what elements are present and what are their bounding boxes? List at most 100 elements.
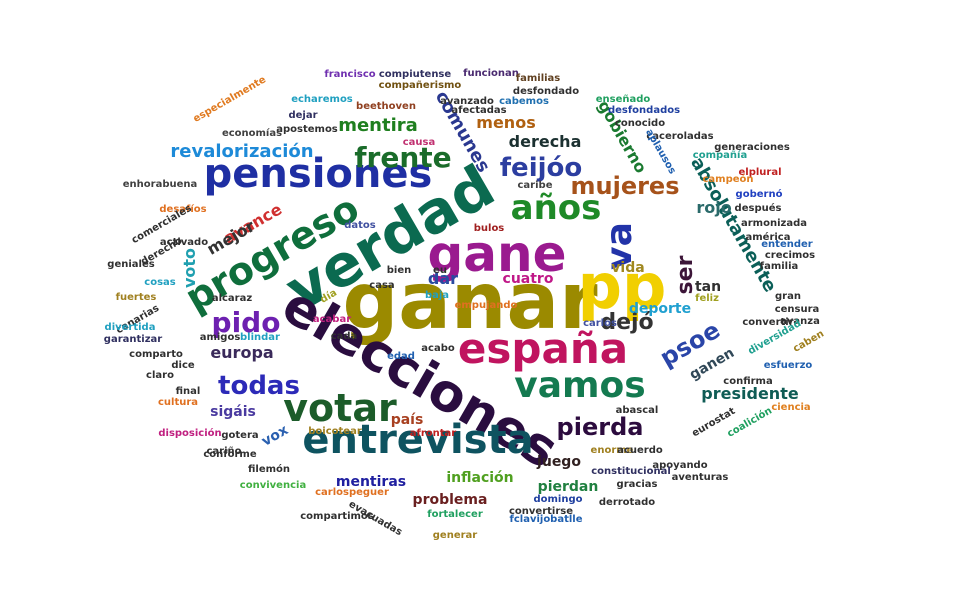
word-18: todas bbox=[218, 371, 300, 401]
word-48: problema bbox=[412, 492, 488, 508]
word-43: vox bbox=[258, 422, 292, 450]
word-136: acuerdo bbox=[617, 445, 663, 456]
word-6: españa bbox=[457, 324, 629, 373]
word-134: convivencia bbox=[239, 480, 307, 491]
word-51: francisco bbox=[324, 69, 376, 80]
word-14: feijóo bbox=[499, 153, 583, 183]
word-114: carlos bbox=[583, 318, 617, 329]
word-15: frente bbox=[354, 141, 452, 174]
word-76: desafíos bbox=[159, 204, 207, 215]
word-13: años bbox=[510, 188, 602, 228]
word-101: cada bbox=[330, 331, 358, 342]
word-56: desfondado bbox=[512, 86, 580, 97]
word-67: causa bbox=[402, 137, 436, 148]
word-59: beethoven bbox=[356, 101, 416, 112]
word-83: gobernó bbox=[735, 189, 783, 200]
word-53: funcionan bbox=[463, 68, 519, 79]
word-113: feliz bbox=[695, 293, 719, 304]
word-37: vida bbox=[611, 260, 645, 276]
word-111: final bbox=[175, 386, 201, 397]
word-118: avanza bbox=[780, 316, 820, 327]
word-55: compañerismo bbox=[378, 80, 462, 91]
word-121: esfuerzo bbox=[763, 360, 813, 371]
word-34: europa bbox=[210, 343, 274, 362]
word-1: ganar bbox=[342, 257, 598, 347]
word-128: boicotear bbox=[308, 426, 362, 437]
word-65: afectadas bbox=[451, 105, 507, 116]
word-4: pp bbox=[577, 250, 667, 323]
word-57: echaremos bbox=[291, 94, 353, 105]
word-54: familias bbox=[515, 73, 561, 84]
word-103: acabo bbox=[421, 343, 455, 354]
word-39: deporte bbox=[628, 301, 692, 317]
word-84: después bbox=[734, 203, 782, 214]
word-146: derrotado bbox=[598, 497, 656, 508]
word-108: comparto bbox=[129, 349, 183, 360]
word-132: conforme bbox=[203, 449, 257, 460]
word-100: acabar bbox=[312, 314, 352, 325]
word-139: aventuras bbox=[671, 472, 729, 483]
word-148: generar bbox=[432, 530, 478, 541]
word-115: gran bbox=[775, 291, 801, 302]
word-106: divertida bbox=[104, 322, 156, 333]
word-85: armonizada bbox=[741, 218, 807, 229]
word-110: claro bbox=[146, 370, 174, 381]
word-140: gracias bbox=[616, 479, 658, 490]
word-95: eu bbox=[433, 265, 447, 276]
word-112: cultura bbox=[157, 397, 199, 408]
word-61: enseñado bbox=[595, 94, 651, 105]
word-52: compiutense bbox=[378, 69, 452, 80]
word-127: gotera bbox=[221, 430, 259, 441]
word-38: tan bbox=[694, 279, 722, 295]
word-150: empujando bbox=[454, 300, 518, 311]
word-81: datos bbox=[344, 220, 376, 231]
word-26: derecha bbox=[508, 132, 582, 151]
word-69: caceroladas bbox=[646, 131, 714, 142]
word-66: economías bbox=[221, 128, 283, 139]
word-74: campeón bbox=[702, 174, 754, 185]
word-137: apoyando bbox=[652, 460, 708, 471]
word-47: juego bbox=[537, 454, 581, 470]
word-35: dar bbox=[427, 269, 459, 288]
word-89: familia bbox=[759, 261, 799, 272]
word-117: convertir bbox=[742, 317, 794, 328]
word-63: dejar bbox=[288, 110, 318, 121]
word-36: cuatro bbox=[502, 271, 554, 287]
word-91: cosas bbox=[144, 277, 176, 288]
word-50: especialmente bbox=[191, 74, 269, 125]
word-96: baja bbox=[424, 290, 450, 301]
word-78: activado bbox=[159, 237, 209, 248]
word-64: apostemos bbox=[276, 124, 338, 135]
word-45: mentiras bbox=[335, 474, 407, 490]
word-126: disposición bbox=[158, 428, 222, 439]
word-75: enhorabuena bbox=[122, 179, 198, 190]
word-92: fuertes bbox=[115, 292, 157, 303]
word-21: dejó bbox=[600, 310, 654, 335]
word-142: carlospeguer bbox=[315, 487, 389, 498]
word-16: mujeres bbox=[570, 172, 680, 200]
word-145: convertirse bbox=[508, 506, 574, 517]
word-129: afrontar bbox=[409, 428, 457, 439]
word-60: avanzado bbox=[440, 96, 494, 107]
word-71: generaciones bbox=[714, 142, 790, 153]
word-5: gane bbox=[427, 225, 567, 283]
word-33: voto bbox=[180, 247, 199, 289]
word-41: presidente bbox=[701, 384, 799, 403]
word-138: constitucional bbox=[591, 466, 671, 477]
word-87: entender bbox=[761, 239, 813, 250]
word-42: sigáis bbox=[210, 404, 256, 420]
word-44: país bbox=[390, 412, 424, 428]
word-9: vamos bbox=[514, 365, 646, 406]
word-105: amigos bbox=[199, 332, 241, 343]
word-24: mentira bbox=[338, 115, 418, 136]
word-22: ser bbox=[673, 255, 698, 295]
word-143: compartimos bbox=[300, 511, 374, 522]
word-82: bulos bbox=[473, 223, 505, 234]
word-104: blindar bbox=[240, 332, 280, 343]
word-123: ciencia bbox=[771, 402, 811, 413]
word-62: desfondados bbox=[607, 105, 681, 116]
word-149: fclavijobatlle bbox=[509, 514, 583, 525]
word-49: pierdan bbox=[537, 479, 599, 495]
word-109: dice bbox=[171, 360, 195, 371]
